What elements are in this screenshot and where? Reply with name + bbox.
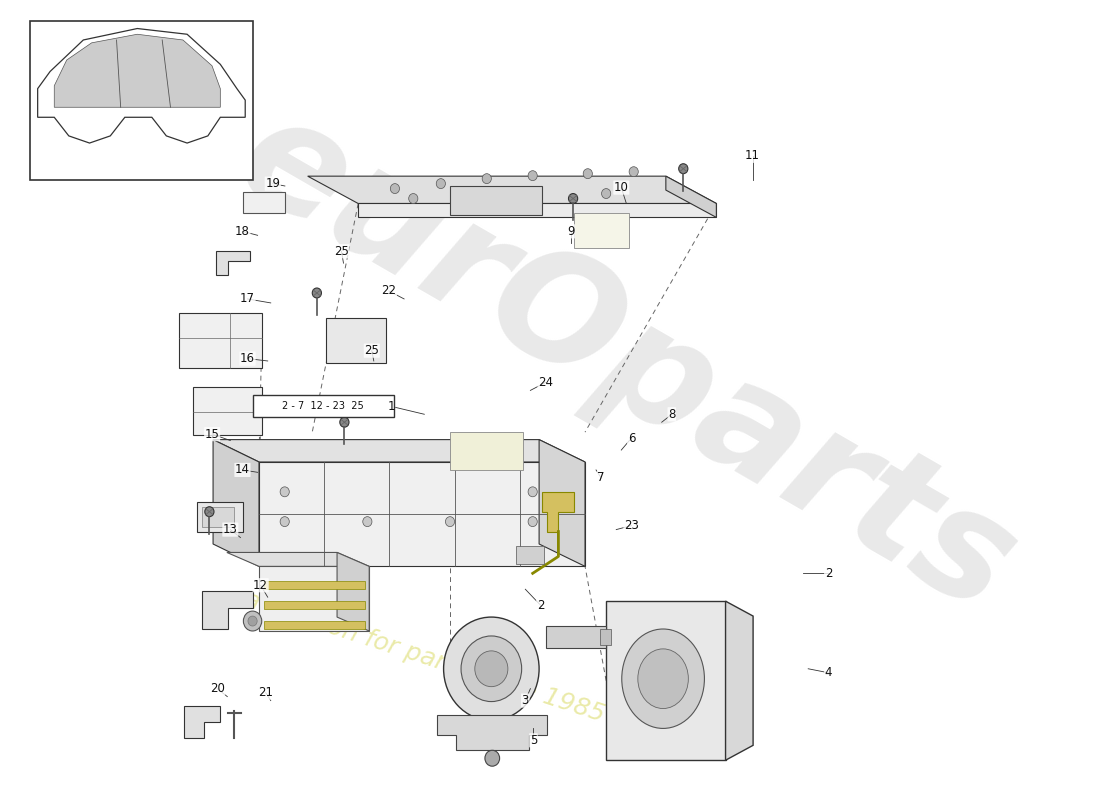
- Circle shape: [629, 166, 638, 177]
- Circle shape: [475, 651, 508, 686]
- Bar: [264, 621, 364, 629]
- Circle shape: [602, 189, 610, 198]
- Text: 1: 1: [387, 400, 395, 413]
- Polygon shape: [606, 601, 726, 760]
- Bar: [547, 626, 606, 648]
- Text: 5: 5: [530, 734, 537, 747]
- Circle shape: [437, 178, 446, 189]
- Polygon shape: [202, 591, 253, 629]
- Text: 18: 18: [235, 225, 250, 238]
- Circle shape: [390, 184, 399, 194]
- Circle shape: [482, 174, 492, 184]
- Polygon shape: [54, 34, 220, 107]
- Polygon shape: [359, 203, 716, 218]
- Text: 2: 2: [537, 598, 544, 612]
- Circle shape: [528, 170, 537, 181]
- Circle shape: [528, 517, 537, 526]
- Polygon shape: [216, 251, 250, 275]
- Text: 11: 11: [745, 150, 760, 162]
- Polygon shape: [437, 715, 548, 750]
- Text: 21: 21: [258, 686, 273, 699]
- Text: 6: 6: [628, 432, 635, 445]
- Text: 13: 13: [223, 523, 238, 536]
- Bar: [202, 506, 234, 526]
- Text: 17: 17: [240, 293, 255, 306]
- Circle shape: [340, 418, 349, 427]
- Bar: [264, 582, 364, 590]
- Circle shape: [528, 487, 537, 497]
- Polygon shape: [542, 492, 574, 531]
- Text: a passion for parts since 1985: a passion for parts since 1985: [241, 587, 607, 726]
- Text: eurOparts: eurOparts: [212, 81, 1041, 645]
- Circle shape: [205, 506, 214, 517]
- Polygon shape: [213, 440, 258, 566]
- Bar: [192, 387, 262, 435]
- Bar: [264, 601, 364, 609]
- Text: 7: 7: [597, 471, 605, 484]
- Text: 3: 3: [521, 694, 529, 707]
- Text: 10: 10: [614, 181, 629, 194]
- Circle shape: [443, 617, 539, 721]
- Polygon shape: [726, 601, 754, 760]
- Text: 20: 20: [210, 682, 224, 695]
- Circle shape: [446, 517, 454, 526]
- Text: 12: 12: [253, 578, 268, 592]
- Circle shape: [243, 611, 262, 631]
- Polygon shape: [227, 553, 370, 566]
- Circle shape: [280, 517, 289, 526]
- Polygon shape: [258, 566, 370, 631]
- Circle shape: [500, 191, 509, 202]
- Polygon shape: [213, 440, 585, 462]
- Bar: [450, 432, 524, 470]
- Bar: [516, 546, 543, 564]
- Polygon shape: [184, 706, 220, 738]
- Bar: [600, 629, 610, 645]
- Text: 2: 2: [825, 567, 833, 580]
- Text: 25: 25: [334, 245, 349, 258]
- Text: 9: 9: [566, 225, 574, 238]
- Circle shape: [312, 288, 321, 298]
- Text: 4: 4: [825, 666, 833, 679]
- Text: 23: 23: [624, 519, 639, 532]
- Bar: [326, 318, 386, 362]
- Text: 1: 1: [387, 400, 395, 413]
- Polygon shape: [337, 553, 370, 631]
- Bar: [450, 186, 542, 215]
- Polygon shape: [37, 29, 245, 143]
- Circle shape: [569, 194, 578, 203]
- Bar: [243, 191, 285, 214]
- Text: 15: 15: [205, 428, 220, 441]
- Circle shape: [280, 487, 289, 497]
- Text: 2 - 7  12 - 23  25: 2 - 7 12 - 23 25: [283, 402, 364, 411]
- Circle shape: [679, 164, 688, 174]
- Text: 24: 24: [538, 376, 553, 389]
- Polygon shape: [258, 462, 585, 566]
- Bar: [574, 214, 629, 248]
- Text: 22: 22: [382, 285, 396, 298]
- Polygon shape: [539, 440, 585, 566]
- Polygon shape: [666, 176, 716, 218]
- Text: 19: 19: [265, 177, 280, 190]
- Circle shape: [461, 636, 521, 702]
- Text: 16: 16: [240, 352, 255, 365]
- Text: 8: 8: [668, 408, 675, 421]
- Ellipse shape: [621, 629, 704, 729]
- Bar: [253, 395, 394, 418]
- Text: 25: 25: [364, 344, 380, 357]
- Bar: [179, 313, 262, 367]
- Circle shape: [409, 194, 418, 203]
- Circle shape: [485, 750, 499, 766]
- Bar: [198, 502, 243, 531]
- Bar: [31, 21, 253, 180]
- Polygon shape: [308, 176, 716, 203]
- Circle shape: [583, 169, 593, 178]
- Circle shape: [248, 616, 257, 626]
- Text: 14: 14: [235, 463, 250, 477]
- Ellipse shape: [638, 649, 689, 709]
- Circle shape: [363, 517, 372, 526]
